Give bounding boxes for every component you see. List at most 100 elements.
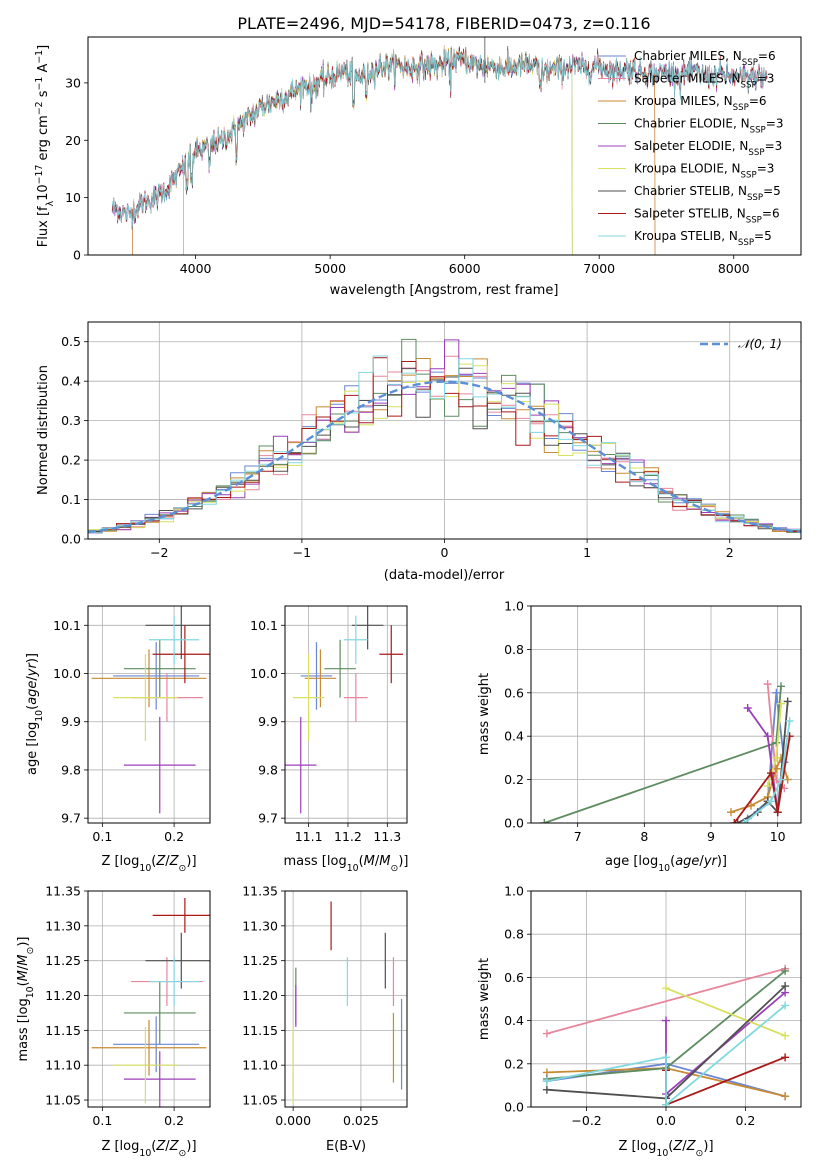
y-tick-label: 10.1 xyxy=(53,618,81,633)
label-run: yr xyxy=(703,854,719,869)
label-run: ( xyxy=(16,981,31,986)
label-run: Kroupa MILES, N xyxy=(634,94,733,108)
label-run: 10 xyxy=(25,986,36,998)
y-tick-label: 9.8 xyxy=(61,762,81,777)
errorbar-kroupa-elodie xyxy=(113,1026,178,1104)
errorbar-chabrier-miles xyxy=(113,642,200,710)
weight-marker xyxy=(772,738,781,747)
axes-weight-vs-z: −0.2 0.0 0.20.00.20.40.60.81.0Z [log10(Z/Z… xyxy=(477,884,802,1159)
weight-marker xyxy=(743,703,752,712)
x-tick-label: 0.1 xyxy=(92,829,112,844)
legend-label: Chabrier STELIB, NSSP=5 xyxy=(634,184,781,203)
x-tick-label: 6000 xyxy=(449,261,481,276)
label-run: 10 xyxy=(347,863,359,874)
errorbar-chabrier-elodie xyxy=(123,639,196,698)
weight-marker xyxy=(781,982,790,991)
label-run: 10 xyxy=(139,863,151,874)
y-tick-label: 9.7 xyxy=(258,811,278,826)
axes-age-vs-mass: 11.1 11.2 11.3 9.7 9.8 9.9 10.0 10.1 mass [log10… xyxy=(250,605,409,874)
label-run: M xyxy=(16,955,31,966)
x-tick-label: 7000 xyxy=(583,261,615,276)
y-axis-label: mass weight xyxy=(477,673,492,755)
weight-series-chabrier-elodie xyxy=(540,682,785,823)
errorbar-chabrier-elodie xyxy=(324,639,356,698)
label-run: / xyxy=(165,854,170,869)
x-tick-label: 1 xyxy=(583,545,591,560)
y-tick-label: 11.35 xyxy=(45,884,81,899)
y-tick-label: 0.6 xyxy=(504,685,524,700)
label-run: SSP xyxy=(750,126,766,136)
spectrum-kroupa-elodie xyxy=(183,47,573,255)
label-run: ( xyxy=(25,705,40,710)
x-axis-label: (data-model)/error xyxy=(384,568,505,583)
label-run: / xyxy=(682,1139,687,1154)
y-tick-label: 0.2 xyxy=(61,453,81,468)
label-run: )] xyxy=(25,653,40,663)
axes-frame xyxy=(87,890,211,1108)
legend: Chabrier MILES, NSSP=6 Salpeter MILES, NS… xyxy=(598,49,783,248)
label-run: =3 xyxy=(757,72,775,86)
label-run: ( xyxy=(670,854,675,869)
legend-label: Kroupa MILES, NSSP=6 xyxy=(634,94,767,113)
y-tick-label: 11.20 xyxy=(45,988,81,1003)
errorbar-kroupa-elodie xyxy=(292,654,325,742)
label-run: Z xyxy=(155,1139,166,1154)
label-run: )] xyxy=(186,1139,196,1154)
y-tick-label: 11.05 xyxy=(45,1093,81,1108)
label-run: SSP xyxy=(742,58,758,68)
plot-area xyxy=(111,37,768,255)
weight-marker xyxy=(662,984,670,993)
label-run: =5 xyxy=(754,229,772,243)
label-run: )] xyxy=(398,854,408,869)
y-tick-label: 0.5 xyxy=(61,334,81,349)
label-run: mass [log xyxy=(284,854,347,869)
weight-marker xyxy=(785,717,794,726)
weight-marker xyxy=(767,797,775,806)
axes-residual-hist: −2 −1 0 1 2 0.0 0.1 0.2 0.3 0.4 0.5 𝒩(0, 1) (data-mo… xyxy=(36,321,802,583)
errorbar-kroupa-miles xyxy=(91,649,207,708)
errorbar-salpeter-elodie xyxy=(123,716,196,814)
weight-marker xyxy=(777,699,785,708)
x-tick-label: 2 xyxy=(726,545,734,560)
errorbar-salpeter-elodie xyxy=(285,716,317,814)
y-axis-label: Normed distribution xyxy=(36,365,51,495)
y-tick-label: 0.2 xyxy=(504,1056,524,1071)
weight-line xyxy=(544,686,782,823)
x-axis-label: Z [log10(Z/Z⊙)] xyxy=(101,1139,196,1159)
label-run: ⊙ xyxy=(179,863,187,874)
legend-label: Salpeter MILES, NSSP=3 xyxy=(634,72,774,91)
y-tick-label: 11.15 xyxy=(45,1023,81,1038)
y-tick-label: 20 xyxy=(65,133,81,148)
errorbar-salpeter-miles xyxy=(344,673,368,722)
weight-marker xyxy=(542,1029,551,1038)
errorbar-kroupa-miles xyxy=(91,1019,207,1076)
legend-label: Chabrier MILES, NSSP=6 xyxy=(634,49,776,68)
label-run: / xyxy=(375,854,380,869)
label-run: )] xyxy=(186,854,196,869)
label-run: =6 xyxy=(762,207,780,221)
x-tick-label: 0.2 xyxy=(735,1113,755,1128)
label-run: −1 xyxy=(34,50,45,64)
label-run: age xyxy=(25,681,40,705)
weight-marker xyxy=(783,697,792,706)
spectrum-kroupa-stelib xyxy=(111,49,768,227)
weight-marker xyxy=(542,1085,551,1094)
y-tick-label: 0.8 xyxy=(504,642,524,657)
weight-marker xyxy=(781,966,790,975)
y-tick-label: 9.8 xyxy=(258,762,278,777)
errorbar-salpeter-elodie xyxy=(123,1051,196,1107)
legend-label: Salpeter STELIB, NSSP=6 xyxy=(634,207,780,226)
axes-frame xyxy=(284,605,408,824)
weight-marker xyxy=(781,1053,790,1062)
axes-frame xyxy=(530,605,802,824)
y-tick-label: 0.4 xyxy=(504,729,524,744)
label-run: / xyxy=(25,676,40,681)
errorbar-kroupa-elodie xyxy=(113,654,178,742)
weight-marker xyxy=(542,1077,551,1086)
errorbar-kroupa-stelib xyxy=(149,957,200,1006)
legend-label: 𝒩(0, 1) xyxy=(738,337,782,351)
weight-series-kroupa-elodie xyxy=(662,984,790,1040)
y-tick-label: 0.2 xyxy=(504,772,524,787)
label-run: ] xyxy=(36,45,51,50)
label-run: SSP xyxy=(738,238,754,248)
